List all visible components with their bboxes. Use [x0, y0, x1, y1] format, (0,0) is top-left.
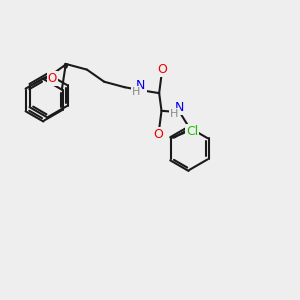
Text: O: O	[157, 63, 167, 76]
Text: H: H	[170, 109, 178, 119]
Text: Cl: Cl	[186, 125, 199, 138]
Text: O: O	[48, 72, 57, 85]
Text: N: N	[175, 101, 184, 114]
Text: O: O	[154, 128, 164, 141]
Text: N: N	[136, 79, 146, 92]
Text: H: H	[131, 87, 140, 97]
